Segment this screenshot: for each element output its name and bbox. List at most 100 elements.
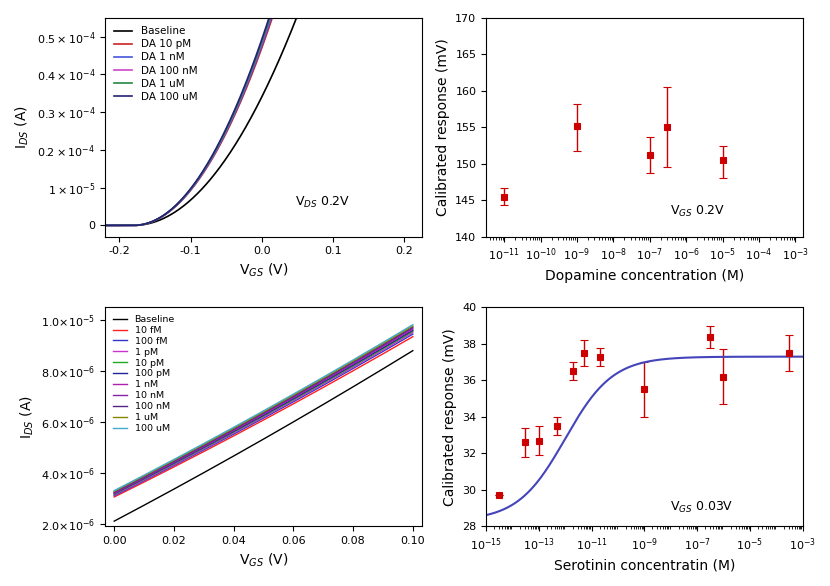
10 nM [287,394,297,401]
DA 1 uM [100,222,110,229]
10 fM [408,333,417,340]
Baseline [354,380,364,387]
Line: DA 1 uM: DA 1 uM [105,0,422,226]
100 pM [110,490,120,497]
X-axis label: Dopamine concentration (M): Dopamine concentration (M) [544,268,744,282]
Y-axis label: Calibrated response (mV): Calibrated response (mV) [436,39,450,216]
10 fM [253,420,263,427]
Y-axis label: I$_{DS}$ (A): I$_{DS}$ (A) [18,395,36,439]
Baseline [401,352,411,359]
100 fM [401,335,411,342]
100 fM [408,331,417,338]
100 fM [251,418,261,425]
100 uM [251,411,261,418]
1 pM [354,360,364,367]
100 uM [271,400,281,407]
100 fM [287,399,297,406]
10 pM [253,415,263,423]
10 nM [354,356,364,363]
1 pM [287,398,297,405]
DA 1 uM [251,56,261,63]
1 nM [253,414,263,421]
Line: 1 pM: 1 pM [115,333,413,495]
Line: 100 pM: 100 pM [115,331,413,493]
1 nM [271,404,281,411]
Text: V$_{GS}$ 0.03V: V$_{GS}$ 0.03V [670,500,733,515]
100 pM [287,396,297,403]
100 pM [253,415,263,422]
1 pM [408,329,417,336]
Line: 100 uM: 100 uM [115,325,413,490]
100 nM [251,413,261,420]
Line: Baseline: Baseline [115,350,413,521]
Text: V$_{DS}$ 0.2V: V$_{DS}$ 0.2V [295,195,350,210]
1 uM [253,411,263,418]
Baseline [251,440,261,447]
DA 100 nM [100,222,110,229]
1 pM [271,407,281,414]
DA 100 nM [271,0,281,2]
Baseline [287,419,297,426]
1 uM [287,393,297,400]
DA 100 nM [251,57,261,64]
100 fM [354,362,364,369]
Baseline [251,105,261,113]
100 pM [251,415,261,423]
Y-axis label: Calibrated response (mV): Calibrated response (mV) [442,328,457,506]
DA 100 nM [252,52,262,59]
10 nM [271,403,281,410]
1 nM [287,395,297,402]
Line: 100 fM: 100 fM [115,334,413,496]
Line: 10 nM: 10 nM [115,328,413,493]
1 pM [253,417,263,424]
10 pM [401,332,411,339]
100 uM [408,321,417,328]
DA 100 uM [252,48,262,55]
100 uM [287,391,297,398]
100 pM [408,327,417,334]
Line: 100 nM: 100 nM [115,327,413,492]
DA 1 uM [271,0,281,1]
1 pM [401,333,411,340]
10 fM [354,364,364,371]
100 nM [287,393,297,400]
10 nM [401,329,411,336]
DA 10 pM [100,222,110,229]
100 nM [271,403,281,410]
X-axis label: Serotinin concentratin (M): Serotinin concentratin (M) [554,558,735,572]
1 nM [354,357,364,364]
Baseline [408,347,417,354]
1 nM [251,415,261,422]
10 nM [253,413,263,420]
DA 10 pM [252,56,262,63]
100 uM [110,487,120,494]
100 uM [253,410,263,417]
Line: 10 pM: 10 pM [115,331,413,494]
10 fM [251,421,261,428]
DA 1 nM [252,54,262,61]
100 nM [253,412,263,419]
Legend: Baseline, DA 10 pM, DA 1 nM, DA 100 nM, DA 1 uM, DA 100 uM: Baseline, DA 10 pM, DA 1 nM, DA 100 nM, … [110,23,200,105]
Y-axis label: I$_{DS}$ (A): I$_{DS}$ (A) [14,105,32,149]
Baseline [289,22,299,29]
DA 10 pM [271,1,281,8]
10 pM [271,406,281,413]
10 fM [271,410,281,417]
10 pM [287,397,297,404]
1 uM [271,401,281,408]
1 uM [408,322,417,329]
DA 1 nM [100,222,110,229]
Line: 1 uM: 1 uM [115,326,413,492]
DA 1 nM [251,59,261,66]
100 nM [354,355,364,362]
Line: 1 nM: 1 nM [115,329,413,493]
10 pM [251,417,261,424]
100 uM [354,353,364,360]
10 nM [408,325,417,332]
10 fM [287,401,297,408]
100 nM [408,323,417,331]
DA 100 uM [251,53,261,60]
10 pM [354,359,364,366]
Baseline [271,62,281,69]
100 nM [110,488,120,495]
